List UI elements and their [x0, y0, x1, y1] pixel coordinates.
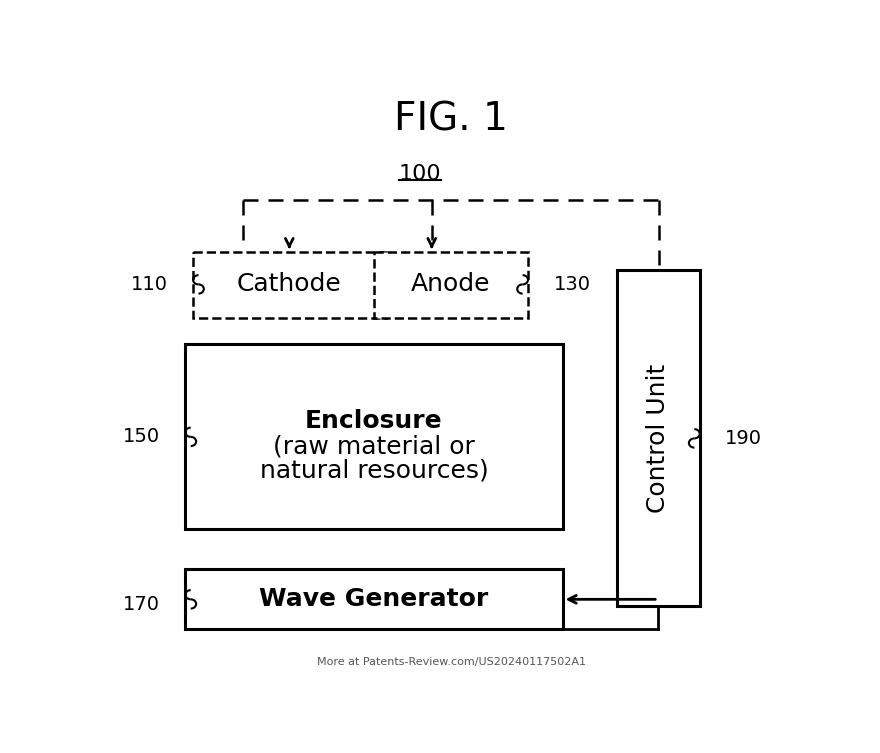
Text: Anode: Anode	[411, 273, 491, 297]
Text: FIG. 1: FIG. 1	[394, 101, 508, 139]
Bar	[186, 344, 562, 529]
Text: Control Unit: Control Unit	[646, 364, 671, 513]
Text: 100: 100	[399, 163, 442, 184]
Text: 130: 130	[554, 275, 590, 294]
Text: More at Patents-Review.com/US20240117502A1: More at Patents-Review.com/US20240117502…	[317, 657, 585, 667]
Text: Wave Generator: Wave Generator	[260, 587, 488, 611]
Bar	[617, 270, 700, 606]
Text: 190: 190	[725, 429, 762, 448]
Text: Cathode: Cathode	[237, 273, 341, 297]
Text: natural resources): natural resources)	[260, 459, 488, 483]
Text: 170: 170	[123, 595, 160, 614]
Text: Enclosure: Enclosure	[305, 410, 443, 434]
Text: 110: 110	[130, 275, 168, 294]
Text: (raw material or: (raw material or	[273, 434, 475, 458]
Bar	[186, 569, 562, 630]
Bar	[193, 252, 385, 318]
Bar	[374, 252, 528, 318]
Text: 150: 150	[123, 428, 160, 447]
